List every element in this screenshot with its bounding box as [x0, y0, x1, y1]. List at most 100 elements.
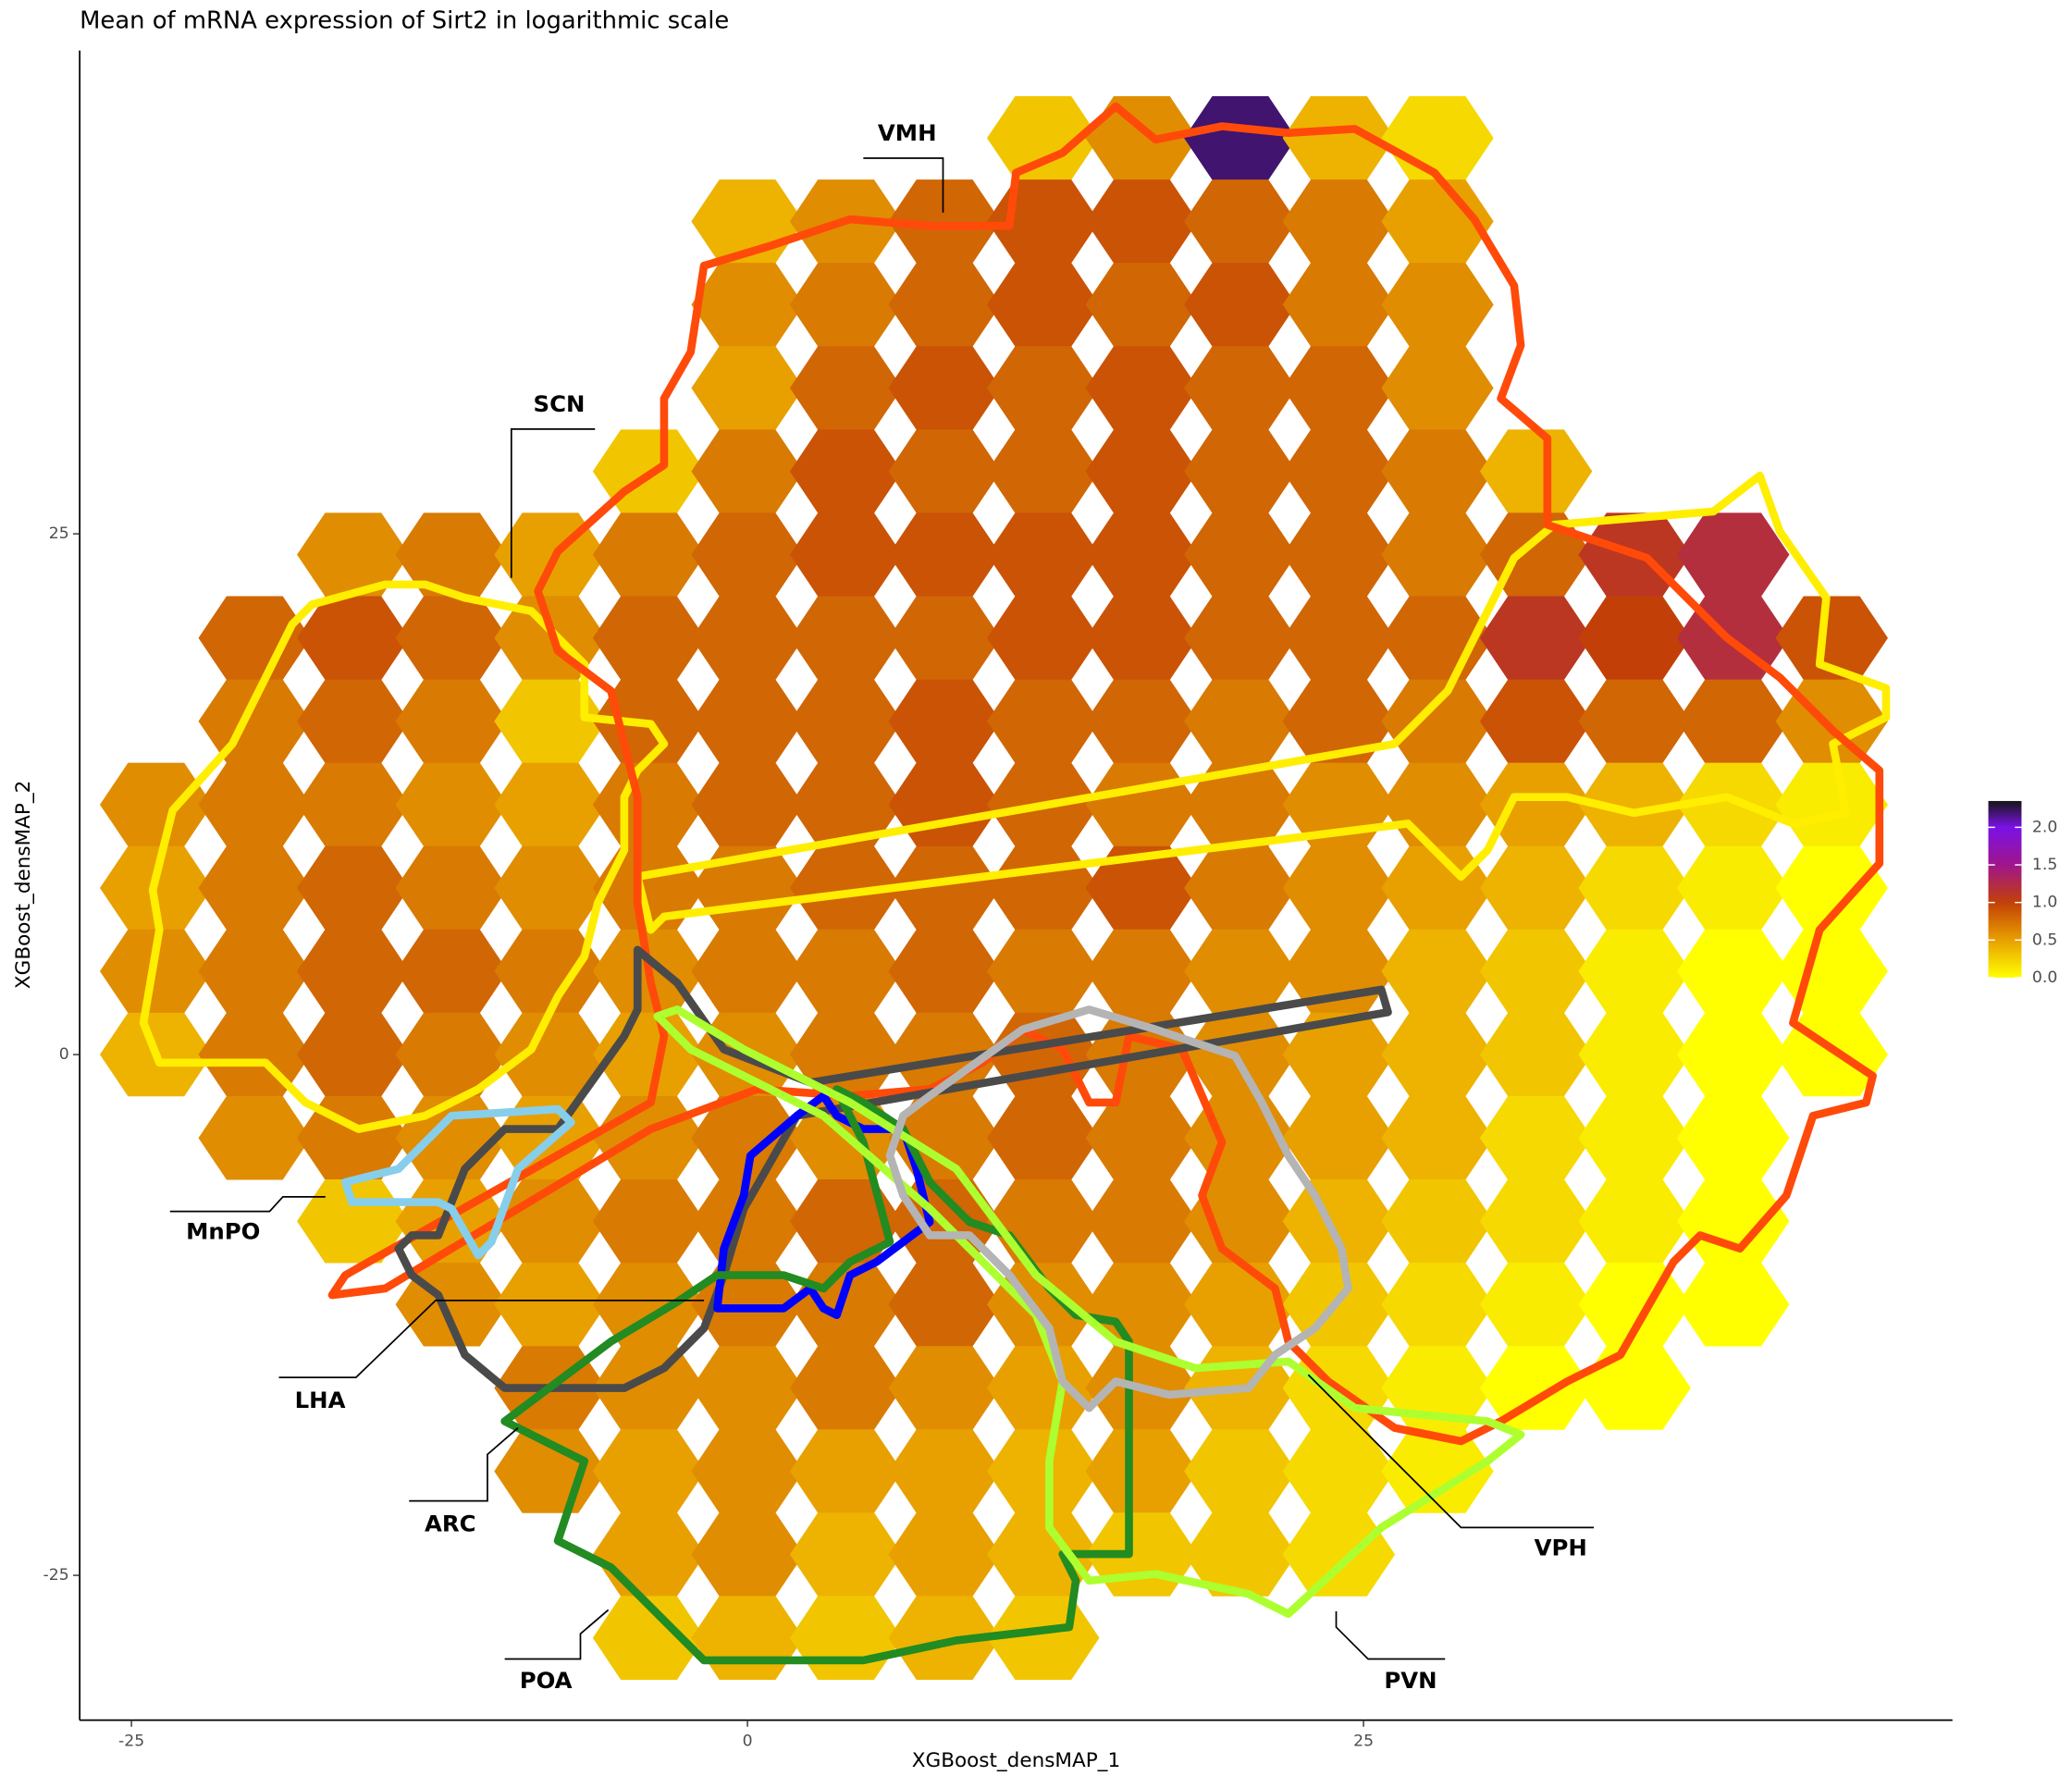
hexbin: [1676, 1263, 1790, 1347]
hexbin: [1282, 596, 1396, 680]
hexbin: [297, 1096, 410, 1180]
hexbin: [99, 762, 213, 847]
hexbin: [888, 1429, 1001, 1513]
hexbin: [987, 96, 1100, 180]
hexbin: [691, 929, 804, 1014]
hexbin: [987, 512, 1100, 597]
hexbin: [198, 845, 311, 931]
hexbin: [297, 596, 410, 680]
hexbin: [395, 929, 509, 1014]
hexbin: [789, 929, 903, 1014]
hexbin: [395, 679, 509, 764]
hexbin: [1085, 929, 1199, 1014]
region-leaders: [169, 157, 1595, 1660]
hexbin: [888, 679, 1001, 764]
hexbin: [987, 1179, 1100, 1264]
hexbin: [198, 929, 311, 1014]
hexbin: [198, 762, 311, 847]
y-tick-label: -25: [43, 1566, 69, 1585]
hexbin: [987, 1096, 1100, 1180]
hexbin: [691, 679, 804, 764]
hexbin: [1676, 679, 1790, 764]
hexbin: [1184, 679, 1297, 764]
hexbin: [494, 845, 607, 931]
hexbin: [888, 346, 1001, 430]
hexbin: [592, 1429, 706, 1513]
hexbin: [297, 929, 410, 1014]
hexbin: [592, 1346, 706, 1430]
hexbin: [1775, 762, 1888, 847]
region-label: LHA: [295, 1387, 346, 1413]
hexbin: [1184, 179, 1297, 264]
hexbin: [1381, 263, 1494, 347]
hexbin: [297, 762, 410, 847]
hexbin: [494, 1179, 607, 1264]
hexbin: [691, 1596, 804, 1680]
hexbin: [1479, 1012, 1593, 1097]
hexbin: [1184, 96, 1297, 180]
hexbin: [1578, 1346, 1691, 1430]
hexbin: [987, 845, 1100, 931]
hexbin: [1381, 179, 1494, 264]
hexbin: [1578, 1096, 1691, 1180]
hexbin: [691, 596, 804, 680]
hexbin: [888, 1512, 1001, 1597]
hexbin: [1282, 512, 1396, 597]
scn-outline: [139, 580, 669, 1133]
hexbin: [1479, 845, 1593, 931]
hexbin: [987, 929, 1100, 1014]
hexbin: [1282, 679, 1396, 764]
hexbin: [1578, 596, 1691, 680]
hexbin: [494, 1012, 607, 1097]
vmh-outline: [327, 102, 1884, 1446]
hexbin: [1282, 1512, 1396, 1597]
hexbin: [691, 429, 804, 513]
hexbin: [1578, 1012, 1691, 1097]
region-label: POA: [520, 1667, 573, 1694]
hexbin: [395, 845, 509, 931]
pvn-outline: [653, 1005, 1525, 1619]
hexbin: [789, 512, 903, 597]
hexbin: [1381, 96, 1494, 180]
hexbin: [1479, 1346, 1593, 1430]
hexbin: [1381, 1096, 1494, 1180]
hexbin: [494, 762, 607, 847]
hexbin: [691, 1512, 804, 1597]
hexbin: [1184, 429, 1297, 513]
hexbin: [1479, 1179, 1593, 1264]
hexbin: [1282, 263, 1396, 347]
hexbin: [987, 429, 1100, 513]
leader-line: [504, 1609, 610, 1660]
hexbin: [1479, 429, 1593, 513]
hexbin: [198, 1012, 311, 1097]
hexbin: [592, 512, 706, 597]
x-axis-title: XGBoost_densMAP_1: [912, 1749, 1120, 1772]
leader-line: [1307, 1374, 1595, 1529]
hexbin: [198, 1096, 311, 1180]
hexbin: [494, 929, 607, 1014]
hexbin: [1282, 845, 1396, 931]
leader-line: [510, 428, 596, 578]
hexbin: [1085, 762, 1199, 847]
hexbin: [395, 762, 509, 847]
hexbin: [888, 263, 1001, 347]
hexbin: [1184, 512, 1297, 597]
hexbin: [1578, 929, 1691, 1014]
hexbin: [1676, 1179, 1790, 1264]
hexbin: [888, 179, 1001, 264]
hexbin: [494, 1263, 607, 1347]
hexbin: [297, 845, 410, 931]
hexbin: [789, 1429, 903, 1513]
hexbin: [1184, 1179, 1297, 1264]
y-axis-title: XGBoost_densMAP_2: [12, 781, 35, 989]
hexbin: [987, 263, 1100, 347]
hexbin: [1676, 929, 1790, 1014]
hexbin: [987, 596, 1100, 680]
hexbin: [888, 1346, 1001, 1430]
hexbin: [1282, 1429, 1396, 1513]
hexbin: [888, 762, 1001, 847]
hexbin: [592, 1512, 706, 1597]
hexbin: [1479, 1263, 1593, 1347]
leader-line: [863, 157, 944, 213]
y-tick-label: 25: [49, 524, 69, 543]
